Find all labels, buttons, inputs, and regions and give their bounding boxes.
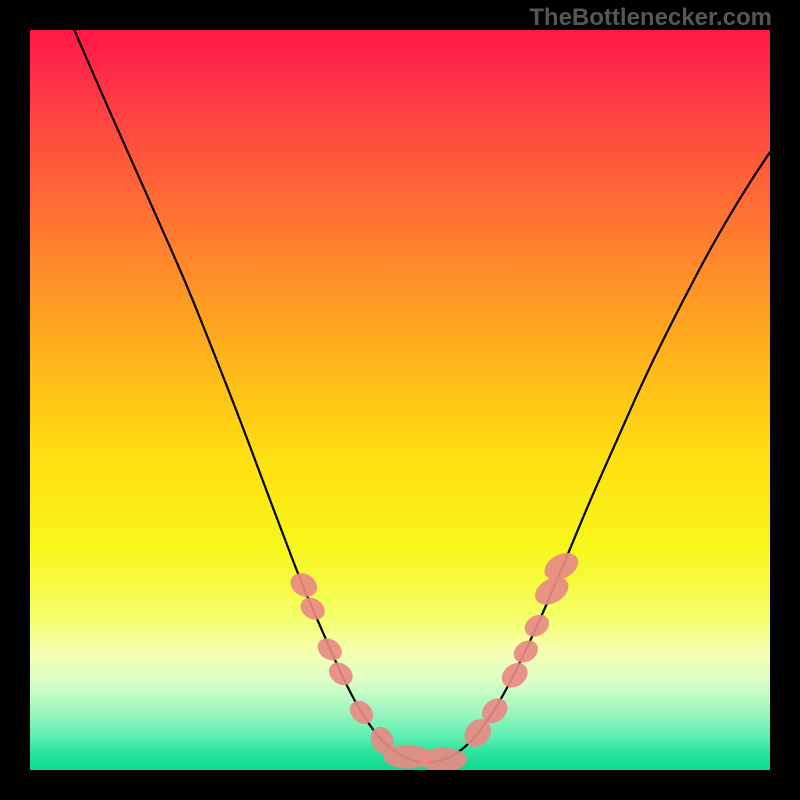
- gradient-background: [30, 30, 770, 770]
- watermark-label: TheBottlenecker.com: [529, 4, 772, 32]
- bottleneck-chart: [30, 30, 770, 770]
- chart-container: TheBottlenecker.com: [0, 0, 800, 800]
